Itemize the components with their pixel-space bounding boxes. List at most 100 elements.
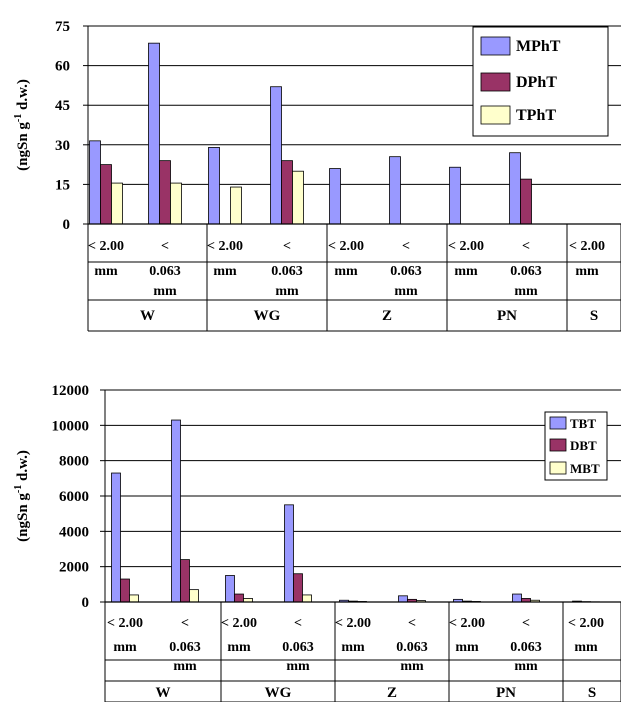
bar-dbt — [120, 578, 130, 603]
bar-tpht — [111, 182, 123, 225]
bar-mbt — [302, 594, 312, 603]
group-label: W — [140, 308, 155, 324]
y-tick-label: 4000 — [59, 524, 89, 540]
bar-dbt — [293, 573, 303, 603]
category-label-line1: < — [522, 239, 530, 254]
bar-tpht — [170, 182, 182, 225]
y-axis-label-main: (ngSn g — [15, 493, 31, 542]
category-label-line1: < 2.00 — [448, 239, 484, 254]
y-tick-label: 2000 — [59, 560, 89, 576]
group-label: S — [588, 685, 596, 701]
y-axis-label-tail: d.w.) — [15, 79, 31, 114]
category-label-line2: 0.063 — [390, 264, 422, 279]
bar-mpht — [389, 156, 401, 225]
bar-dpht — [520, 178, 532, 225]
category-label-line1: < 2.00 — [449, 616, 485, 631]
bar-dbt — [234, 593, 244, 603]
chart-bottom: 0 2000 4000 6000 8000 10000 12000 (ngSn g-1 d.w… — [13, 383, 621, 702]
category-label-line2: 0.063 — [149, 264, 181, 279]
category-label-line2: mm — [113, 640, 137, 655]
category-label-line1: < 2.00 — [107, 616, 143, 631]
bar-tbt — [284, 504, 294, 603]
legend-swatch — [480, 72, 511, 92]
category-label-line3: mm — [514, 659, 538, 674]
bar-tbt — [398, 595, 408, 603]
category-label-line2: 0.063 — [510, 264, 542, 279]
bar-mpht — [329, 168, 341, 225]
category-label-line1: < — [294, 616, 302, 631]
category-label-line3: mm — [286, 659, 310, 674]
category-label-line2: mm — [213, 264, 237, 279]
group-label: PN — [497, 308, 517, 324]
category-label-line3: mm — [173, 659, 197, 674]
bar-tpht — [292, 170, 304, 225]
bar-mbt — [129, 594, 139, 603]
bar-dpht — [159, 160, 171, 225]
legend-swatch — [480, 105, 511, 125]
bar-tbt — [171, 419, 181, 603]
bar-dpht — [100, 164, 112, 225]
y-tick-label: 0 — [82, 595, 90, 611]
legend-label: TBT — [570, 416, 596, 431]
category-label-line1: < 2.00 — [88, 239, 124, 254]
bar-tbt — [512, 593, 522, 603]
category-label-line2: mm — [227, 640, 251, 655]
category-label-line1: < 2.00 — [335, 616, 371, 631]
category-label-line2: mm — [94, 264, 118, 279]
category-label-line3: mm — [394, 284, 418, 299]
category-label-line1: < 2.00 — [207, 239, 243, 254]
category-label-line1: < 2.00 — [328, 239, 364, 254]
category-label-line1: < — [402, 239, 410, 254]
y-axis-label-tail: d.w.) — [15, 450, 31, 485]
category-label-line3: mm — [514, 284, 538, 299]
group-label: PN — [496, 685, 516, 701]
y-tick-label: 6000 — [59, 489, 89, 505]
y-axis-label: (ngSn g-1 d.w.) — [13, 450, 31, 542]
bar-mpht — [208, 147, 220, 225]
category-label-line3: mm — [153, 284, 177, 299]
group-label: S — [590, 308, 598, 324]
category-label-line1: < — [181, 616, 189, 631]
y-tick-label: 8000 — [59, 454, 89, 470]
bar-mbt — [189, 589, 199, 603]
category-label-line2: mm — [341, 640, 365, 655]
legend-swatch — [549, 461, 567, 475]
category-label-line2: 0.063 — [282, 640, 314, 655]
y-axis-label-main: (ngSn g — [15, 122, 31, 171]
category-label-line1: < — [283, 239, 291, 254]
bar-tpht — [230, 186, 242, 225]
category-label-line2: 0.063 — [271, 264, 303, 279]
legend-label: DPhT — [516, 74, 557, 91]
group-label: W — [156, 685, 171, 701]
group-label: WG — [254, 308, 281, 324]
category-label-line1: < 2.00 — [568, 616, 604, 631]
legend-label: DBT — [570, 438, 597, 453]
category-label-line1: < 2.00 — [569, 239, 605, 254]
legend-label: MBT — [570, 461, 600, 476]
bar-mpht — [148, 42, 160, 225]
bar-mpht — [509, 152, 521, 225]
category-label-line1: < — [522, 616, 530, 631]
category-label-line2: 0.063 — [396, 640, 428, 655]
y-axis-label-sup: -1 — [13, 114, 24, 122]
group-label: Z — [387, 685, 397, 701]
bar-dbt — [180, 559, 190, 603]
bar-mpht — [89, 140, 101, 225]
bar-mpht — [270, 86, 282, 225]
y-tick-label: 75 — [55, 19, 70, 35]
legend-swatch — [549, 416, 567, 430]
category-label-line2: mm — [575, 264, 599, 279]
category-label-line2: mm — [574, 640, 598, 655]
legend-label: TPhT — [516, 107, 556, 124]
category-label-line1: < — [408, 616, 416, 631]
category-label-line2: mm — [454, 264, 478, 279]
legend-label: MPhT — [516, 38, 561, 55]
y-tick-label: 15 — [55, 177, 70, 193]
category-label-line3: mm — [275, 284, 299, 299]
category-label-line2: 0.063 — [510, 640, 542, 655]
bar-tbt — [111, 472, 121, 603]
y-tick-label: 45 — [55, 98, 70, 114]
y-tick-label: 0 — [63, 217, 71, 233]
y-tick-label: 60 — [55, 59, 70, 75]
